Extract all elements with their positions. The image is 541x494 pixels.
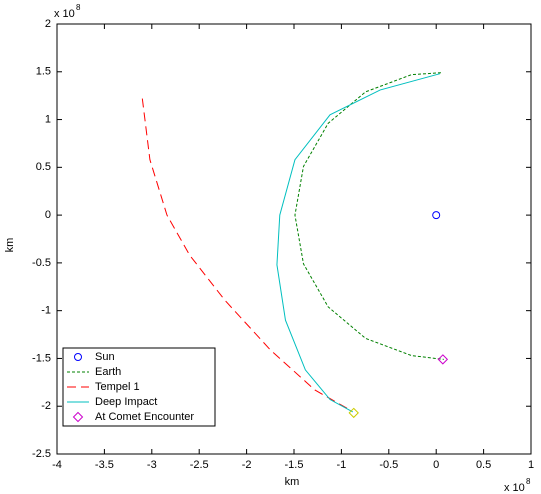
legend: Sun Earth Tempel 1 Deep Impact At Comet Enco… — [62, 347, 216, 427]
y-tick-label: 1 — [45, 113, 51, 125]
series-line — [294, 72, 444, 360]
legend-label: Earth — [95, 366, 121, 378]
marker — [432, 211, 441, 220]
y-tick-label: -2 — [41, 400, 51, 412]
x-tick-label: 1 — [528, 459, 534, 471]
series-line — [276, 73, 441, 413]
series-line — [141, 98, 353, 412]
y-tick-label: -1.5 — [32, 352, 51, 364]
x-tick-label: -2.5 — [190, 459, 209, 471]
x-tick-label: 0.5 — [476, 459, 491, 471]
y-axis-label: km — [4, 238, 16, 253]
x-tick-label: -1.5 — [285, 459, 304, 471]
y-multiplier-exponent: 8 — [76, 3, 81, 12]
y-tick-label: -0.5 — [32, 257, 51, 269]
marker — [348, 407, 359, 419]
legend-label: Deep Impact — [95, 396, 157, 408]
x-axis-label: km — [285, 476, 300, 488]
x-tick-label: -0.5 — [379, 459, 398, 471]
marker — [72, 411, 84, 423]
x-tick-label: -3.5 — [95, 459, 114, 471]
marker — [74, 353, 82, 361]
legend-label: Tempel 1 — [95, 381, 140, 393]
y-tick-label: -2.5 — [32, 448, 51, 460]
x-tick-label: 0 — [433, 459, 439, 471]
y-tick-label: 2 — [45, 18, 51, 30]
x-tick-label: -2 — [242, 459, 252, 471]
y-tick-label: 0 — [45, 209, 51, 221]
marker — [437, 354, 449, 365]
y-tick-label: 0.5 — [36, 161, 51, 173]
y-multiplier: x 10 — [54, 8, 75, 20]
legend-label: At Comet Encounter — [95, 411, 194, 423]
x-tick-label: -1 — [337, 459, 347, 471]
x-multiplier: x 10 — [504, 482, 525, 494]
legend-label: Sun — [95, 351, 115, 363]
x-tick-label: -3 — [147, 459, 157, 471]
x-multiplier-exponent: 8 — [526, 477, 531, 486]
y-tick-label: 1.5 — [36, 66, 51, 78]
y-tick-label: -1 — [41, 305, 51, 317]
x-tick-label: -4 — [52, 459, 62, 471]
